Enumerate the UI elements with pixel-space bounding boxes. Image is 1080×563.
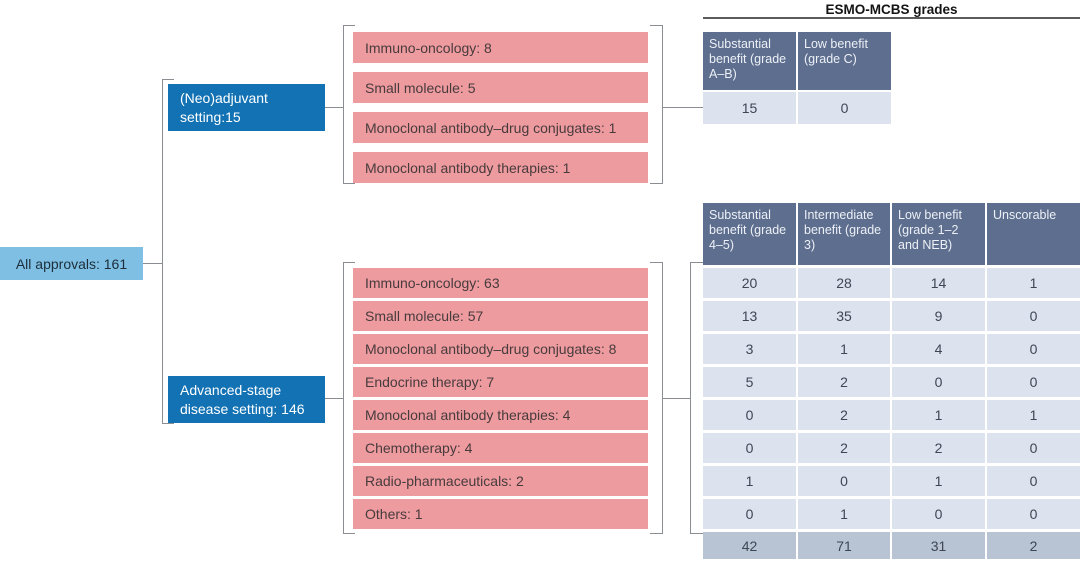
category-box: Endocrine therapy: 7: [353, 367, 648, 397]
table-value-cell: 13: [703, 301, 796, 331]
table-value-cell: 3: [703, 334, 796, 364]
bracket-advanced-right-v: [662, 262, 663, 534]
bracket-neoadjuvant-left-top-tick: [343, 25, 355, 26]
category-box: Others: 1: [353, 499, 648, 529]
table-value-cell: 0: [987, 367, 1080, 397]
bracket-neoadjuvant-right-v: [662, 25, 663, 184]
table-value-cell: 9: [892, 301, 985, 331]
category-box: Chemotherapy: 4: [353, 433, 648, 463]
advanced-grades-table: Substantial benefit (grade 4–5) Intermedi…: [703, 203, 1080, 559]
table-value-cell: 2: [798, 400, 890, 430]
table-value-cell: 0: [987, 499, 1080, 529]
connector-advanced-to-table: [663, 398, 690, 399]
category-box: Monoclonal antibody therapies: 4: [353, 400, 648, 430]
bracket-advanced-right-bottom-tick: [650, 533, 662, 534]
figure-title: ESMO-MCBS grades: [825, 2, 958, 17]
table-value-cell: 0: [892, 499, 985, 529]
table-value-cell: 1: [703, 466, 796, 496]
category-box: Small molecule: 57: [353, 301, 648, 331]
connector-advanced-to-bracket: [323, 398, 343, 399]
connector-neoadjuvant-to-table: [663, 107, 703, 108]
connector-trunk-top-tick: [162, 79, 174, 80]
table-value-cell: 1: [892, 466, 985, 496]
category-box: Immuno-oncology: 63: [353, 268, 648, 298]
connector-root: [143, 263, 162, 264]
table-header-cell: Intermediate benefit (grade 3): [798, 203, 890, 265]
table-value-cell: 2: [892, 433, 985, 463]
bracket-table-bottom-tick: [690, 533, 703, 534]
bracket-neoadjuvant-left-bottom-tick: [343, 183, 355, 184]
table-value-cell: 20: [703, 268, 796, 298]
table-value-cell: 1: [798, 334, 890, 364]
table-value-cell: 2: [798, 433, 890, 463]
table-total-cell: 31: [892, 532, 985, 559]
table-value-cell: 35: [798, 301, 890, 331]
category-box: Radio-pharmaceuticals: 2: [353, 466, 648, 496]
table-value-cell: 0: [987, 334, 1080, 364]
bracket-table-v: [690, 262, 691, 534]
bracket-advanced-left-bottom-tick: [343, 533, 355, 534]
title-underline: [703, 17, 1080, 19]
table-value-cell: 0: [892, 367, 985, 397]
category-box: Small molecule: 5: [353, 72, 648, 103]
table-value-cell: 0: [703, 433, 796, 463]
bracket-neoadjuvant-left-v: [343, 25, 344, 184]
table-value-cell: 28: [798, 268, 890, 298]
table-value-cell: 0: [987, 466, 1080, 496]
table-header-cell: Unscorable: [987, 203, 1080, 265]
advanced-setting-box: Advanced-stage disease setting: 146: [168, 376, 325, 423]
connector-trunk: [162, 79, 163, 424]
connector-trunk-bottom-tick: [162, 423, 174, 424]
neoadjuvant-category-list: Immuno-oncology: 8 Small molecule: 5 Monoc…: [353, 32, 648, 192]
bracket-table-top-tick: [690, 262, 703, 263]
table-header-cell: Substantial benefit (grade 4–5): [703, 203, 796, 265]
table-header-cell: Low benefit (grade C): [798, 32, 891, 90]
category-box: Monoclonal antibody–drug conjugates: 8: [353, 334, 648, 364]
table-value-cell: 0: [703, 400, 796, 430]
table-total-cell: 42: [703, 532, 796, 559]
table-value-cell: 1: [987, 268, 1080, 298]
table-header-cell: Low benefit (grade 1–2 and NEB): [892, 203, 985, 265]
all-approvals-box: All approvals: 161: [0, 247, 143, 280]
bracket-advanced-left-v: [343, 262, 344, 534]
connector-neoadjuvant-to-bracket: [325, 107, 343, 108]
table-total-cell: 2: [987, 532, 1080, 559]
table-value-cell: 0: [987, 433, 1080, 463]
neoadjuvant-setting-box: (Neo)adjuvant setting:15: [168, 84, 325, 131]
category-box: Monoclonal antibody–drug conjugates: 1: [353, 112, 648, 143]
category-box: Monoclonal antibody therapies: 1: [353, 152, 648, 183]
table-value-cell: 0: [703, 499, 796, 529]
table-value-cell: 15: [703, 92, 796, 124]
table-value-cell: 4: [892, 334, 985, 364]
table-value-cell: 5: [703, 367, 796, 397]
bracket-neoadjuvant-right-bottom-tick: [650, 183, 662, 184]
table-value-cell: 0: [987, 301, 1080, 331]
table-total-cell: 71: [798, 532, 890, 559]
table-value-cell: 2: [798, 367, 890, 397]
bracket-advanced-left-top-tick: [343, 262, 355, 263]
table-header-cell: Substantial benefit (grade A–B): [703, 32, 796, 90]
neoadjuvant-grades-table: Substantial benefit (grade A–B) Low benef…: [703, 32, 891, 124]
bracket-advanced-right-top-tick: [650, 262, 662, 263]
table-value-cell: 0: [798, 466, 890, 496]
category-box: Immuno-oncology: 8: [353, 32, 648, 63]
table-value-cell: 14: [892, 268, 985, 298]
table-value-cell: 1: [798, 499, 890, 529]
table-value-cell: 0: [798, 92, 891, 124]
table-value-cell: 1: [892, 400, 985, 430]
bracket-neoadjuvant-right-top-tick: [650, 25, 662, 26]
table-value-cell: 1: [987, 400, 1080, 430]
advanced-category-list: Immuno-oncology: 63 Small molecule: 57 Mon…: [353, 268, 648, 532]
